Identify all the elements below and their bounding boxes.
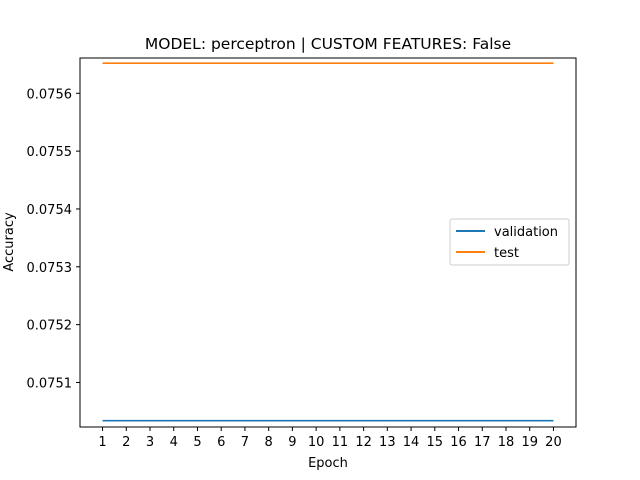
x-tick-label: 18 bbox=[498, 435, 515, 450]
x-axis-label: Epoch bbox=[308, 456, 348, 471]
y-tick-label: 0.0751 bbox=[27, 376, 73, 391]
x-tick-label: 8 bbox=[265, 435, 273, 450]
x-tick-label: 16 bbox=[450, 435, 467, 450]
series-layer bbox=[102, 62, 554, 422]
x-tick-label: 7 bbox=[241, 435, 249, 450]
legend-label-test: test bbox=[494, 246, 519, 261]
x-tick-label: 19 bbox=[521, 435, 538, 450]
x-tick-label: 3 bbox=[146, 435, 154, 450]
y-tick-label: 0.0754 bbox=[27, 203, 73, 218]
x-tick-label: 11 bbox=[332, 435, 349, 450]
x-tick-label: 6 bbox=[217, 435, 225, 450]
x-tick-label: 12 bbox=[355, 435, 372, 450]
x-tick-label: 1 bbox=[98, 435, 106, 450]
x-tick-label: 4 bbox=[170, 435, 178, 450]
chart-title: MODEL: perceptron | CUSTOM FEATURES: Fal… bbox=[145, 35, 511, 53]
x-tick-label: 5 bbox=[193, 435, 201, 450]
x-tick-label: 10 bbox=[308, 435, 325, 450]
y-axis: 0.0751 0.0752 0.0753 0.0754 0.0755 0.0756 bbox=[27, 87, 80, 391]
x-axis: 1 2 3 4 5 6 7 8 9 10 11 12 13 14 15 16 17 18 19 20 bbox=[98, 427, 562, 450]
legend: validation test bbox=[449, 218, 570, 266]
x-tick-label: 20 bbox=[545, 435, 562, 450]
x-tick-label: 14 bbox=[403, 435, 420, 450]
y-tick-label: 0.0755 bbox=[27, 145, 73, 160]
y-axis-label: Accuracy bbox=[2, 212, 17, 272]
x-tick-label: 9 bbox=[288, 435, 296, 450]
x-tick-label: 13 bbox=[379, 435, 396, 450]
plot-area bbox=[79, 57, 577, 428]
y-tick-label: 0.0756 bbox=[27, 87, 73, 102]
y-tick-label: 0.0752 bbox=[27, 319, 73, 334]
y-tick-label: 0.0753 bbox=[27, 261, 73, 276]
x-tick-label: 15 bbox=[427, 435, 444, 450]
legend-label-validation: validation bbox=[494, 225, 558, 240]
x-tick-label: 2 bbox=[122, 435, 130, 450]
x-tick-label: 17 bbox=[474, 435, 491, 450]
